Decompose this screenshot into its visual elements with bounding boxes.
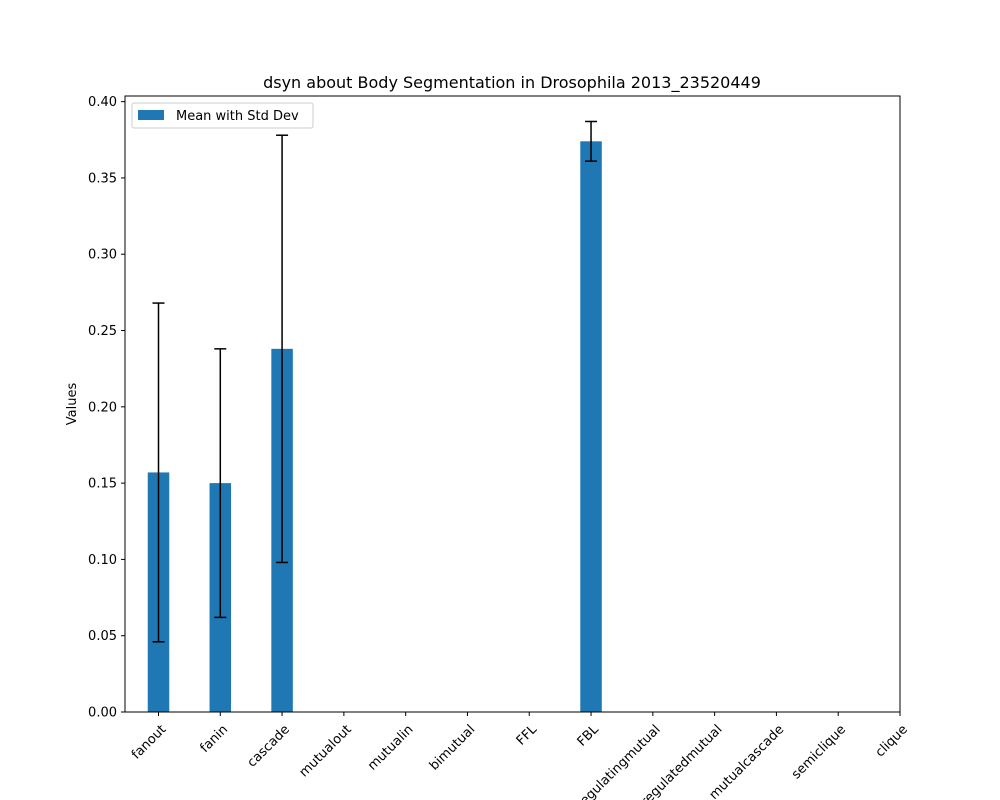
x-tick-label: FFL bbox=[514, 722, 541, 749]
y-tick-label: 0.00 bbox=[88, 706, 117, 721]
bar-FBL bbox=[580, 141, 602, 713]
bars-group bbox=[147, 141, 602, 713]
chart-title: dsyn about Body Segmentation in Drosophi… bbox=[263, 73, 761, 93]
legend-label: Mean with Std Dev bbox=[176, 109, 299, 124]
y-tick-label: 0.35 bbox=[88, 171, 117, 186]
y-tick-label: 0.15 bbox=[88, 477, 117, 492]
legend-swatch bbox=[138, 110, 164, 120]
y-axis-label: Values bbox=[65, 383, 80, 426]
x-axis-ticks: fanout fanin cascade mutualout mutualin bimut… bbox=[129, 712, 911, 800]
y-tick-label: 0.20 bbox=[88, 400, 117, 415]
y-tick-label: 0.05 bbox=[88, 629, 117, 644]
x-tick-label: mutualin bbox=[365, 722, 416, 773]
y-tick-label: 0.30 bbox=[88, 248, 117, 263]
legend-box bbox=[131, 102, 314, 129]
x-tick-label: FBL bbox=[575, 722, 603, 750]
x-tick-label: fanout bbox=[129, 722, 169, 762]
x-tick-label: semiclique bbox=[789, 722, 849, 782]
legend: Mean with Std Dev bbox=[131, 102, 314, 129]
error-bars-group bbox=[152, 120, 598, 643]
y-axis-ticks: 0.00 0.05 0.10 0.15 0.20 0.25 0.30 0.35 0.40 bbox=[88, 95, 125, 721]
y-tick-label: 0.40 bbox=[88, 95, 117, 110]
y-tick-label: 0.10 bbox=[88, 553, 117, 568]
x-tick-label: cascade bbox=[245, 722, 293, 770]
x-tick-label: fanin bbox=[197, 722, 231, 756]
plot-frame bbox=[124, 95, 901, 713]
x-tick-label: mutualout bbox=[297, 722, 355, 780]
x-tick-label: bimutual bbox=[427, 722, 478, 773]
x-tick-label: clique bbox=[873, 722, 911, 760]
y-tick-label: 0.25 bbox=[88, 324, 117, 339]
